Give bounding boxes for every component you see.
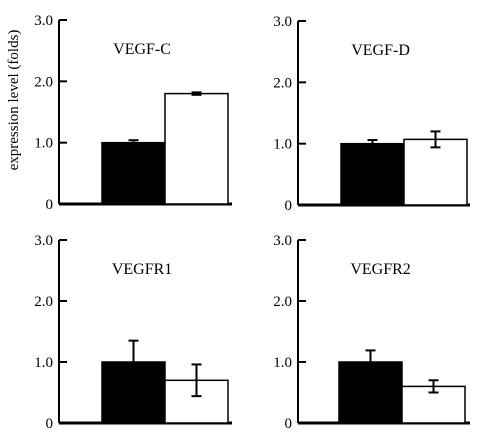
- bar-control: [101, 141, 166, 205]
- y-tick-label: 3.0: [34, 13, 53, 29]
- y-axis-label: expression level (folds): [6, 30, 22, 171]
- chart-panel-vegf-c: 0 1.0 2.0 3.0 VEGF-C: [34, 13, 232, 213]
- chart-title: VEGF-D: [351, 42, 410, 59]
- y-tick-label: 3.0: [273, 14, 292, 30]
- bar-treated: [403, 138, 468, 206]
- y-tick-label: 3.0: [273, 233, 292, 249]
- chart-panel-vegfr2: 0 1.0 2.0 3.0 VEGFR2: [273, 233, 470, 432]
- y-tick-label: 1.0: [273, 137, 292, 153]
- y-tick-label: 0: [46, 416, 54, 432]
- chart-panel-vegfr1: 0 1.0 2.0 3.0 VEGFR1: [34, 233, 232, 432]
- chart-title: VEGFR1: [112, 261, 172, 278]
- y-tick-label: 0: [46, 197, 54, 213]
- chart-title: VEGFR2: [350, 261, 410, 278]
- y-tick-label: 1.0: [34, 136, 53, 152]
- y-tick-label: 1.0: [273, 355, 292, 371]
- y-tick-label: 3.0: [34, 233, 53, 249]
- y-tick-label: 2.0: [34, 74, 53, 90]
- chart-panel-vegf-d: 0 1.0 2.0 3.0 VEGF-D: [273, 14, 470, 214]
- chart-title: VEGF-C: [113, 41, 171, 58]
- bar-treated: [401, 385, 466, 424]
- y-tick-label: 2.0: [273, 294, 292, 310]
- y-tick-label: 0: [285, 198, 293, 214]
- y-tick-label: 2.0: [34, 294, 53, 310]
- y-tick-label: 1.0: [34, 355, 53, 371]
- panels: 0 1.0 2.0 3.0 VEGF-C 0 1.0 2.0 3.0 VEGF-D 0 1.0 2.0 3…: [34, 13, 470, 432]
- bar-treated: [164, 92, 229, 205]
- y-tick-label: 2.0: [273, 75, 292, 91]
- bar-control: [340, 142, 405, 206]
- y-tick-label: 0: [285, 416, 293, 432]
